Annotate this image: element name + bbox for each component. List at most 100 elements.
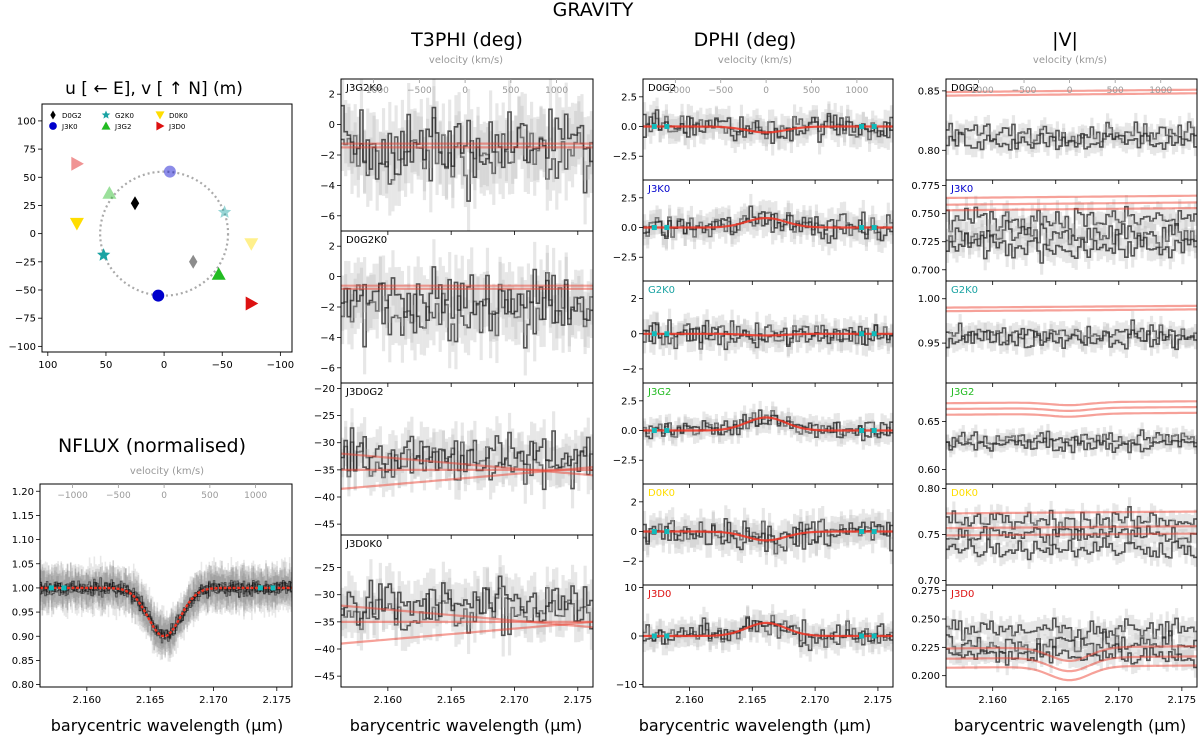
vis-panel-j3g2-data-series [946, 435, 1197, 454]
t3phi-panel-d0g2k0-ytick-label: −6 [320, 363, 335, 374]
t3phi-panel-j3g2k0-ytick-label: −6 [320, 211, 335, 222]
t3phi-panel-j3d0k0-xtick-label: 2.170 [500, 695, 529, 706]
uv-ytick-label: −75 [15, 314, 36, 325]
panel-content [341, 239, 593, 376]
dphi-vtick-label: −1000 [660, 86, 691, 96]
nflux-xtick-label: 2.170 [199, 695, 228, 706]
vis-panel-j3k0-data-series [946, 219, 1197, 249]
uv-point-g2k0 [97, 248, 111, 261]
dphi-panel-j3d0-continuum-marker [664, 633, 670, 639]
nflux-ytick-label: 0.85 [12, 656, 34, 667]
dphi-panel-j3d0-ytick-label: 0 [631, 632, 637, 643]
dphi-panel-d0k0-ytick-label: 2 [631, 497, 637, 508]
dphi-panel-j3k0-label: J3K0 [647, 184, 670, 195]
dphi-panel-j3k0-model-line [643, 217, 893, 229]
vis-panel-g2k0-label: G2K0 [951, 285, 978, 296]
t3phi-vtick-label: −500 [407, 86, 432, 96]
t3phi-panel-d0g2k0-data-series [341, 272, 593, 349]
dphi-vtick-label: 0 [763, 86, 769, 96]
panel-content [341, 408, 593, 510]
vis-panel-j3d0-model-line [946, 655, 1197, 673]
vis-panel-d0k0-ytick-label: 0.80 [918, 484, 940, 495]
dphi-panel-j3g2-label: J3G2 [647, 387, 671, 398]
vis-title: |V| [1052, 29, 1078, 51]
dphi-panel-j3d0-xtick-label: 2.165 [738, 695, 767, 706]
vis-panel-d0k0-ytick-label: 0.70 [918, 576, 940, 587]
nflux-continuum-marker [257, 585, 263, 591]
uv-xtick-label: 50 [100, 360, 113, 371]
vis-panel-d0g2-model-line [946, 92, 1197, 97]
nflux-vtick-label: 500 [201, 491, 218, 501]
vis-panel-j3d0-model-line [946, 645, 1197, 663]
t3phi-panel-j3d0k0-ytick-label: −45 [314, 672, 335, 683]
nflux-frame [39, 483, 293, 688]
dphi-panel-j3g2-continuum-marker [871, 428, 877, 434]
dphi-panel-d0k0-label: D0K0 [648, 488, 675, 499]
dphi-xlabel: barycentric wavelength (μm) [639, 716, 872, 735]
uv-point-j3k0 [163, 165, 176, 178]
vis-panel-d0g2-data-series [946, 131, 1197, 151]
panel-content [946, 607, 1197, 682]
vis-panel-j3g2-model-line [946, 405, 1197, 412]
vis-panel-d0k0-model-line [946, 525, 1197, 530]
vis-velocity-label: velocity (km/s) [1033, 55, 1107, 66]
t3phi-panel-j3d0g2-model-line [341, 466, 593, 490]
t3phi-panel-j3g2k0-label: J3G2K0 [345, 83, 382, 94]
dphi-panel-g2k0-continuum-marker [664, 331, 670, 337]
uv-point-j3g2 [102, 186, 117, 199]
nflux-xtick-label: 2.165 [136, 695, 165, 706]
t3phi-vtick-label: 500 [502, 86, 519, 96]
panel-content [643, 308, 893, 361]
dphi-panel-j3d0-continuum-marker [651, 633, 657, 639]
uv-legend-label-j3d0: J3D0 [168, 123, 185, 131]
vis-panel-j3d0-ytick-label: 0.200 [911, 671, 940, 682]
uv-point-d0k0 [244, 238, 259, 251]
panel-content [946, 400, 1197, 460]
t3phi-panel-j3g2k0-data-series [341, 117, 593, 202]
vis-panel-g2k0-model-line [946, 308, 1197, 313]
t3phi-panel-j3d0k0-model-line [341, 620, 593, 645]
uv-legend-marker-d0g2 [50, 110, 56, 120]
t3phi-panel-j3d0k0-xtick-label: 2.175 [563, 695, 592, 706]
t3phi-panel-j3d0g2-ytick-label: −20 [314, 384, 335, 395]
uv-xtick-label: −100 [267, 360, 294, 371]
uv-point-j3d0 [71, 156, 84, 171]
nflux-vtick-label: −500 [106, 491, 131, 501]
uv-point-j3g2 [211, 267, 226, 280]
uv-ytick-label: 0 [30, 229, 36, 240]
t3phi-panel-j3d0g2-ytick-label: −25 [314, 411, 335, 422]
dphi-panel-j3k0-ytick-label: 0.0 [621, 223, 637, 234]
dphi-panel-j3d0-continuum-marker [859, 633, 865, 639]
uv-point-d0g2 [189, 254, 198, 269]
nflux-vtick-label: 0 [161, 491, 167, 501]
uv-xtick-label: 100 [38, 360, 57, 371]
nflux-ytick-label: 0.80 [12, 680, 34, 691]
t3phi-panel-j3g2k0-ytick-label: −2 [320, 151, 335, 162]
t3phi-panel-j3d0g2-ytick-label: −40 [314, 493, 335, 504]
t3phi-panel-d0g2k0-data-series [341, 266, 593, 334]
panel-content [643, 193, 893, 256]
vis-panel-j3d0-model-line [946, 664, 1197, 682]
uv-legend-label-d0k0: D0K0 [169, 112, 188, 120]
uv-radius-circle [99, 170, 230, 297]
panel-content [643, 97, 893, 156]
uv-legend-label-j3g2: J3G2 [114, 123, 131, 131]
uv-point-d0g2 [130, 196, 140, 211]
uv-ytick-label: −25 [15, 257, 36, 268]
vis-panel-d0k0-model-line [946, 510, 1197, 515]
t3phi-panel-d0g2k0-ytick-label: −2 [320, 303, 335, 314]
vis-panel-j3k0-data-series [946, 205, 1197, 236]
t3phi-panel-j3d0k0-xtick-label: 2.160 [374, 695, 403, 706]
panel-content [946, 88, 1197, 160]
t3phi-panel-j3g2k0-ytick-label: 2 [329, 90, 335, 101]
t3phi-panel-j3g2k0-error-bar [467, 169, 471, 231]
dphi-panel-j3d0-model-line [643, 621, 893, 638]
dphi-panel-j3k0-continuum-marker [859, 225, 865, 231]
t3phi-xlabel: barycentric wavelength (μm) [350, 716, 583, 735]
uv-xtick-label: 0 [161, 360, 167, 371]
vis-panel-j3k0-ytick-label: 0.700 [911, 265, 940, 276]
t3phi-panel-j3d0k0-label: J3D0K0 [345, 539, 382, 550]
nflux-ytick-label: 0.90 [12, 632, 34, 643]
nflux-ytick-label: 1.20 [12, 487, 34, 498]
uv-point-j3d0 [245, 296, 259, 311]
